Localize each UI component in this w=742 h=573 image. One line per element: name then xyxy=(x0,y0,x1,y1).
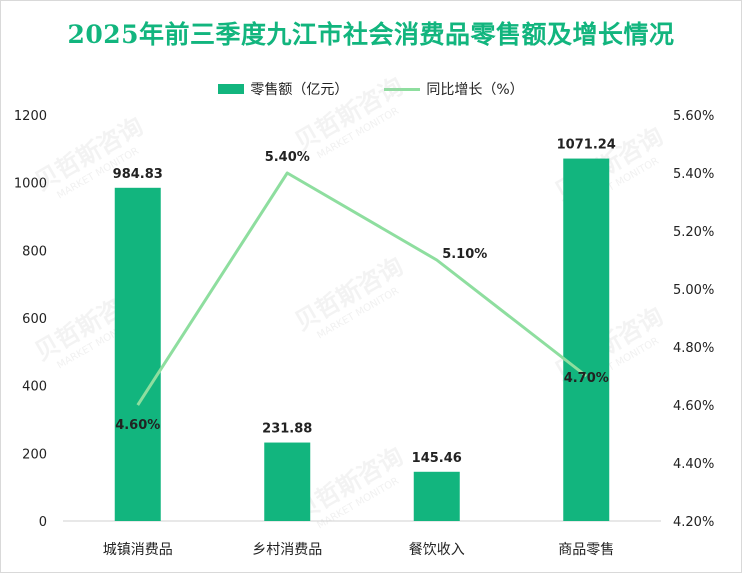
line-data-label: 5.40% xyxy=(265,150,310,165)
legend-item-bar: 零售额（亿元） xyxy=(218,79,348,99)
legend-item-line: 同比增长（%） xyxy=(384,79,524,99)
x-category-label: 餐饮收入 xyxy=(409,542,465,558)
line-data-label: 4.70% xyxy=(564,371,609,386)
bar xyxy=(264,442,311,521)
y-left-tick-label: 1000 xyxy=(14,177,47,192)
growth-line xyxy=(136,171,588,406)
y-right-tick-label: 5.60% xyxy=(673,109,714,124)
legend-swatch-line xyxy=(384,87,421,91)
y-right-tick-label: 4.20% xyxy=(673,515,714,530)
y-left-tick-label: 0 xyxy=(39,515,47,530)
bar xyxy=(563,158,610,522)
bar-data-label: 231.88 xyxy=(262,422,312,437)
y-right-tick-label: 5.20% xyxy=(673,225,714,240)
y-left-tick-label: 1200 xyxy=(14,109,47,124)
bar-data-label: 1071.24 xyxy=(557,138,616,153)
bar xyxy=(114,187,161,521)
y-left-tick-label: 600 xyxy=(22,312,47,327)
x-category-label: 城镇消费品 xyxy=(103,542,173,558)
y-right-tick-label: 5.00% xyxy=(673,283,714,298)
legend: 零售额（亿元） 同比增长（%） xyxy=(1,79,741,99)
y-left-tick-label: 400 xyxy=(22,380,47,395)
bar-data-label: 145.46 xyxy=(412,451,462,466)
x-category-label: 乡村消费品 xyxy=(252,542,322,558)
line-data-label: 5.10% xyxy=(442,247,487,262)
bar-data-label: 984.83 xyxy=(113,167,163,182)
line-data-label: 4.60% xyxy=(115,418,160,433)
legend-label-bar: 零售额（亿元） xyxy=(250,82,349,98)
legend-label-line: 同比增长（%） xyxy=(426,82,524,98)
x-category-label: 商品零售 xyxy=(558,542,614,558)
y-left-tick-label: 200 xyxy=(22,447,47,462)
y-right-tick-label: 4.80% xyxy=(673,341,714,356)
chart-title: 2025年前三季度九江市社会消费品零售额及增长情况 xyxy=(67,20,675,49)
y-right-tick-label: 4.60% xyxy=(673,399,714,414)
y-left-tick-label: 800 xyxy=(22,244,47,259)
bar xyxy=(413,471,460,521)
legend-swatch-bar xyxy=(218,84,245,94)
y-right-tick-label: 5.40% xyxy=(673,167,714,182)
y-right-tick-label: 4.40% xyxy=(673,457,714,472)
